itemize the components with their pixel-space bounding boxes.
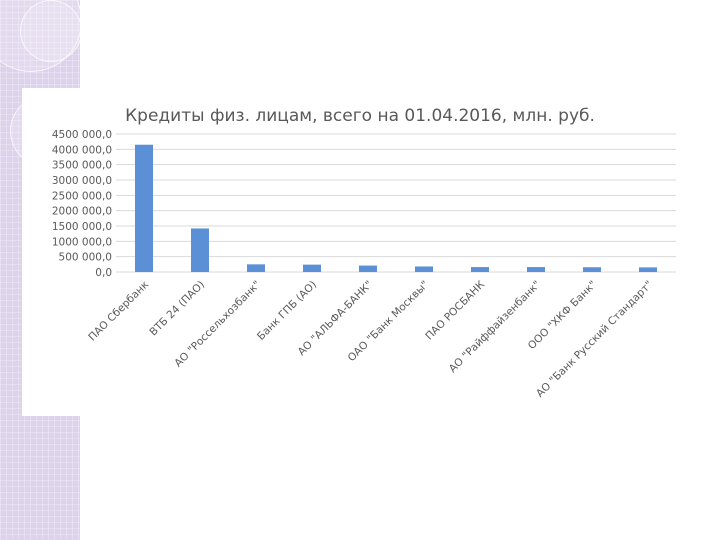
x-tick-label: ВТБ 24 (ПАО)	[147, 279, 207, 339]
y-tick-label: 0,0	[95, 267, 112, 279]
y-tick-label: 1000 000,0	[52, 236, 112, 248]
x-tick-label: ПАО Сбербанк	[86, 279, 151, 344]
bar	[135, 144, 153, 272]
decorative-circle	[20, 0, 82, 62]
x-tick-label: Банк ГПБ (АО)	[255, 279, 319, 343]
bar	[471, 267, 489, 272]
y-tick-label: 1500 000,0	[52, 221, 112, 233]
chart-title: Кредиты физ. лицам, всего на 01.04.2016,…	[125, 106, 595, 126]
y-tick-label: 3500 000,0	[52, 160, 112, 172]
y-tick-label: 4500 000,0	[52, 129, 112, 141]
bar	[191, 228, 209, 272]
x-tick-label: ПАО РОСБАНК	[423, 278, 487, 342]
bar	[303, 264, 321, 272]
y-tick-label: 2500 000,0	[52, 190, 112, 202]
bar	[247, 264, 265, 272]
chart-panel	[22, 88, 698, 416]
bar	[359, 265, 377, 272]
y-tick-label: 3000 000,0	[52, 175, 112, 187]
y-tick-label: 2000 000,0	[52, 206, 112, 218]
y-tick-label: 500 000,0	[59, 252, 112, 264]
bar	[527, 267, 545, 272]
bar	[415, 266, 433, 272]
x-tick-label: АО "Банк Русский Стандарт"	[534, 279, 655, 400]
bar	[639, 267, 657, 272]
bar	[583, 267, 601, 272]
x-tick-label: АО "Райффайзенбанк"	[447, 279, 543, 375]
y-tick-label: 4000 000,0	[52, 144, 112, 156]
